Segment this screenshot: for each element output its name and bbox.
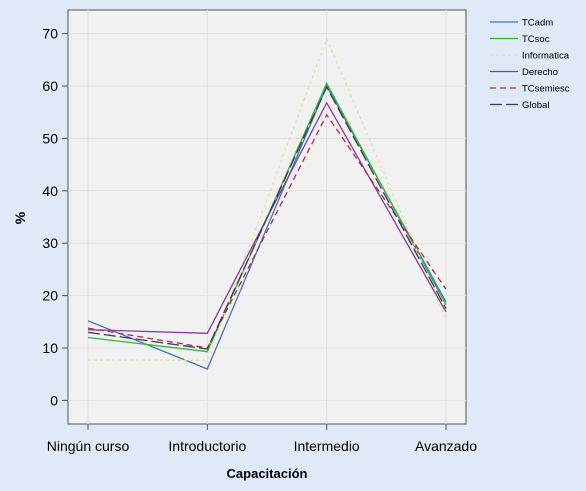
legend-label-informatica: Informatica <box>522 51 570 62</box>
series-line-global <box>87 85 447 350</box>
y-axis-title: % <box>12 211 28 224</box>
y-tick-label: 70 <box>42 26 58 42</box>
legend-label-tcadm: TCadm <box>522 18 553 29</box>
series-line-tcsemiesc <box>87 113 447 349</box>
y-tick-label: 40 <box>42 183 58 199</box>
y-tick-label: 30 <box>42 235 58 251</box>
y-tick-label: 20 <box>42 288 58 304</box>
series-line-informatica <box>88 37 447 361</box>
y-tick-label: 60 <box>42 78 58 94</box>
x-axis-title: Capacitación <box>227 466 308 481</box>
grid-lines <box>68 10 466 424</box>
y-tick-label: 50 <box>42 130 58 146</box>
axes: 0 10 20 30 40 50 60 70 Ningún curso Introductorio… <box>42 26 477 454</box>
y-tick-label: 0 <box>50 392 58 408</box>
legend: TCadm TCsoc Informatica Derecho TCsemiesc Glo… <box>490 18 570 111</box>
x-tick-label: Ningún curso <box>47 438 130 454</box>
legend-label-tcsemiesc: TCsemiesc <box>522 84 570 95</box>
legend-label-derecho: Derecho <box>522 67 558 78</box>
x-tick-label: Avanzado <box>415 438 477 454</box>
y-tick-label: 10 <box>42 340 58 356</box>
x-tick-label: Introductorio <box>168 438 246 454</box>
series-lines <box>87 37 447 370</box>
legend-label-tcsoc: TCsoc <box>522 34 550 45</box>
legend-label-global: Global <box>522 100 549 111</box>
x-tick-label: Intermedio <box>294 438 360 454</box>
